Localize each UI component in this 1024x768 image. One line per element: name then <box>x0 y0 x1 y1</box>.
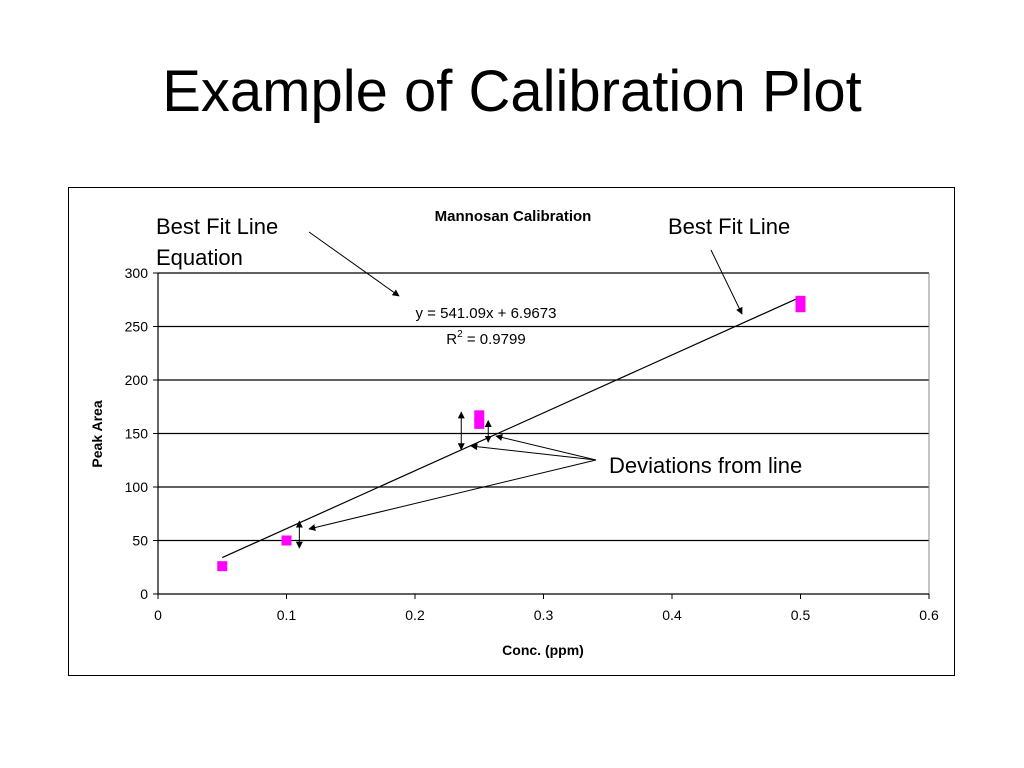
calibration-chart: Mannosan Calibration 0 0.1 0.2 0.3 0.4 0.5 0.6… <box>89 208 939 658</box>
y-tick-labels: 0 50 100 150 200 250 300 <box>125 265 149 602</box>
x-tick-label: 0.3 <box>534 607 554 623</box>
x-tick-labels: 0 0.1 0.2 0.3 0.4 0.5 0.6 <box>154 607 939 623</box>
axes <box>153 272 930 599</box>
chart-frame: Mannosan Calibration 0 0.1 0.2 0.3 0.4 0.5 0.6… <box>68 187 955 676</box>
slide-title: Example of Calibration Plot <box>162 59 862 124</box>
r-squared-text: R2 = 0.9799 <box>446 329 525 348</box>
data-point <box>281 535 292 546</box>
data-point <box>217 561 228 572</box>
y-tick-label: 150 <box>125 426 149 442</box>
y-tick-label: 200 <box>125 372 149 388</box>
deviations-annotation: Deviations from line <box>609 453 802 478</box>
data-point <box>795 302 806 313</box>
best-fit-line <box>222 296 801 559</box>
trendline-layer <box>222 296 801 559</box>
deviation-pointer-arrow <box>495 434 597 461</box>
equation-text: y = 541.09x + 6.9673 <box>416 305 557 322</box>
r-squared-prefix: R <box>446 331 457 348</box>
r-squared-superscript: 2 <box>457 329 463 340</box>
y-tick-label: 250 <box>125 319 149 335</box>
grid-lines <box>158 272 929 542</box>
x-tick-label: 0.2 <box>405 607 425 623</box>
y-tick-label: 50 <box>132 533 148 549</box>
y-tick-label: 0 <box>140 586 148 602</box>
equation-annotation-line2: Equation <box>156 245 243 270</box>
fit-line-annotation: Best Fit Line <box>668 214 790 239</box>
x-tick-label: 0.1 <box>277 607 297 623</box>
equation-annotation-line1: Best Fit Line <box>156 214 278 239</box>
chart-title: Mannosan Calibration <box>435 208 592 225</box>
data-points <box>217 295 806 572</box>
equation-pointer-arrow <box>308 231 400 297</box>
r-squared-value: = 0.9799 <box>463 331 526 348</box>
x-tick-label: 0.5 <box>791 607 811 623</box>
y-axis-label: Peak Area <box>89 400 105 467</box>
annotation-arrows <box>295 231 743 549</box>
x-axis-label: Conc. (ppm) <box>502 642 584 658</box>
data-point <box>795 295 806 306</box>
x-tick-label: 0.6 <box>919 607 939 623</box>
data-point <box>474 410 485 421</box>
deviation-pointer-arrow <box>308 459 597 531</box>
x-tick-label: 0.4 <box>662 607 682 623</box>
x-tick-label: 0 <box>154 607 162 623</box>
fit-line-pointer-arrow <box>710 249 743 315</box>
y-tick-label: 100 <box>125 479 149 495</box>
y-tick-label: 300 <box>125 265 149 281</box>
deviation-pointer-arrow <box>470 443 597 461</box>
data-point <box>474 418 485 429</box>
